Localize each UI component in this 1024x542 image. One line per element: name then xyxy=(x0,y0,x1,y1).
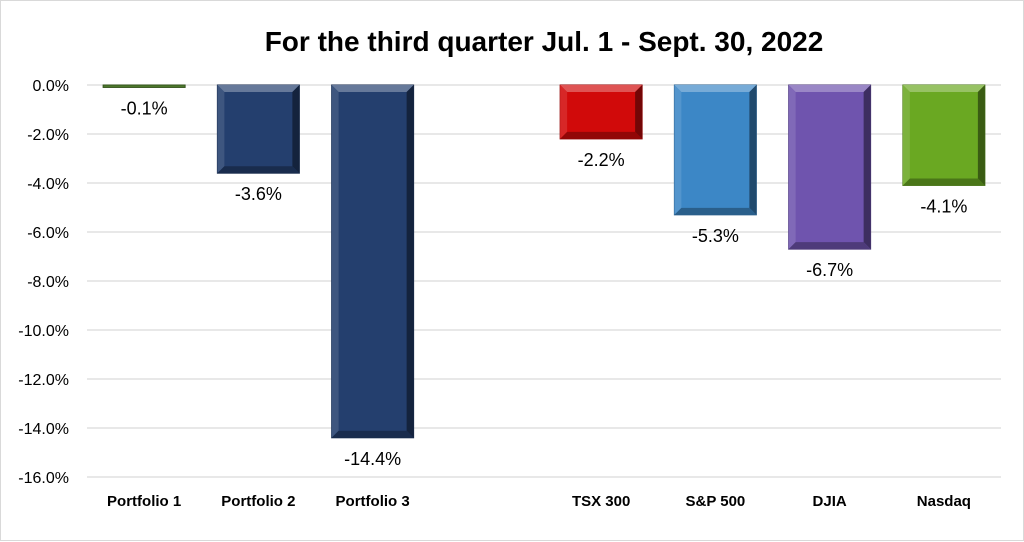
bar xyxy=(673,84,757,216)
data-label: -2.2% xyxy=(578,150,625,170)
data-label: -6.7% xyxy=(806,260,853,280)
data-label: -5.3% xyxy=(692,226,739,246)
y-tick-label: -8.0% xyxy=(27,274,69,291)
data-label: -3.6% xyxy=(235,184,282,204)
bar xyxy=(902,84,986,186)
y-tick-label: -6.0% xyxy=(27,225,69,242)
x-tick-label: TSX 300 xyxy=(572,493,630,510)
x-tick-label: S&P 500 xyxy=(685,493,745,510)
data-label: -14.4% xyxy=(344,449,401,469)
bar xyxy=(331,84,415,439)
y-tick-label: -10.0% xyxy=(18,323,69,340)
bar xyxy=(788,84,872,250)
y-tick-label: -14.0% xyxy=(18,421,69,438)
x-tick-label: Portfolio 2 xyxy=(221,493,295,510)
x-tick-label: Nasdaq xyxy=(917,493,971,510)
data-label: -0.1% xyxy=(121,98,168,118)
y-tick-label: -16.0% xyxy=(18,470,69,487)
x-tick-label: Portfolio 3 xyxy=(336,493,410,510)
chart-title: For the third quarter Jul. 1 - Sept. 30,… xyxy=(265,26,824,57)
y-tick-label: -2.0% xyxy=(27,127,69,144)
bar xyxy=(559,84,643,140)
y-tick-label: 0.0% xyxy=(33,78,69,95)
x-tick-label: DJIA xyxy=(813,493,847,510)
bar xyxy=(216,84,300,174)
x-tick-label: Portfolio 1 xyxy=(107,493,181,510)
y-tick-label: -12.0% xyxy=(18,372,69,389)
y-tick-label: -4.0% xyxy=(27,176,69,193)
bar xyxy=(102,84,186,88)
data-label: -4.1% xyxy=(920,196,967,216)
